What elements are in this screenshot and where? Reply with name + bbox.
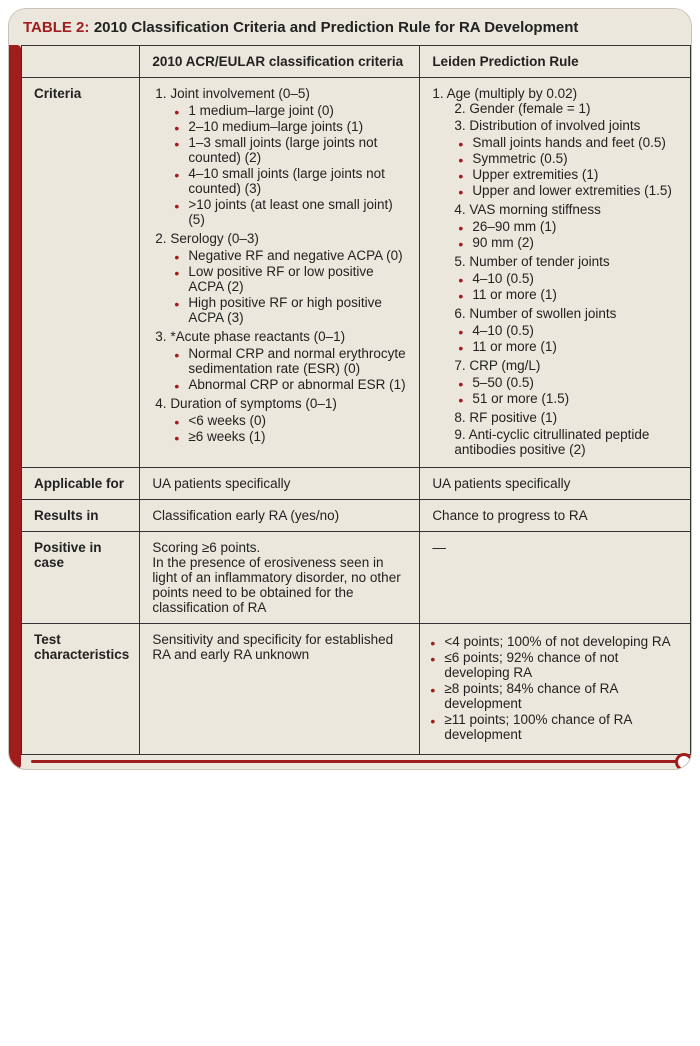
criteria-leiden: 1. Age (multiply by 0.02) 2. Gender (fem… xyxy=(420,78,691,468)
leiden-subitem: 11 or more (1) xyxy=(472,287,680,302)
test-leiden: <4 points; 100% of not developing RA≤6 p… xyxy=(420,624,691,755)
header-leiden: Leiden Prediction Rule xyxy=(420,46,691,78)
criteria-table: 2010 ACR/EULAR classification criteria L… xyxy=(21,45,691,755)
leiden-subitem: 26–90 mm (1) xyxy=(472,219,680,234)
accent-rail xyxy=(9,45,21,769)
acr-subitem: Normal CRP and normal erythrocyte sedime… xyxy=(188,346,409,376)
acr-subitem: >10 joints (at least one small joint) (5… xyxy=(188,197,409,227)
leiden-item: 5. Number of tender joints4–10 (0.5)11 o… xyxy=(454,254,680,302)
applicable-head: Applicable for xyxy=(22,468,140,500)
test-leiden-item: ≥8 points; 84% chance of RA development xyxy=(444,681,680,711)
acr-item: Duration of symptoms (0–1)<6 weeks (0)≥6… xyxy=(170,396,409,444)
leiden-item: 2. Gender (female = 1) xyxy=(454,101,680,116)
acr-subitem: <6 weeks (0) xyxy=(188,413,409,428)
table-title-text: 2010 Classification Criteria and Predict… xyxy=(94,19,579,36)
leiden-subitem: 51 or more (1.5) xyxy=(472,391,680,406)
acr-item: Serology (0–3)Negative RF and negative A… xyxy=(170,231,409,325)
table-title: TABLE 2: 2010 Classification Criteria an… xyxy=(9,9,691,45)
test-leiden-item: ≥11 points; 100% chance of RA developmen… xyxy=(444,712,680,742)
leiden-subitem: Upper extremities (1) xyxy=(472,167,680,182)
table-label: TABLE 2: xyxy=(23,19,89,36)
acr-subitem: High positive RF or high positive ACPA (… xyxy=(188,295,409,325)
results-leiden: Chance to progress to RA xyxy=(420,500,691,532)
criteria-acr: Joint involvement (0–5)1 medium–large jo… xyxy=(140,78,420,468)
leiden-subitem: 5–50 (0.5) xyxy=(472,375,680,390)
leiden-item: 7. CRP (mg/L)5–50 (0.5)51 or more (1.5) xyxy=(454,358,680,406)
leiden-first: 1. Age (multiply by 0.02) xyxy=(432,86,680,101)
criteria-table-card: TABLE 2: 2010 Classification Criteria an… xyxy=(8,8,692,770)
leiden-subitem: 4–10 (0.5) xyxy=(472,271,680,286)
row-test: Test characteristics Sensitivity and spe… xyxy=(22,624,691,755)
leiden-item: 4. VAS morning stiffness26–90 mm (1)90 m… xyxy=(454,202,680,250)
positive-acr-line: Scoring ≥6 points. xyxy=(152,540,409,555)
leiden-subitem: 90 mm (2) xyxy=(472,235,680,250)
positive-acr: Scoring ≥6 points.In the presence of ero… xyxy=(140,532,420,624)
acr-subitem: Negative RF and negative ACPA (0) xyxy=(188,248,409,263)
leiden-item: 3. Distribution of involved jointsSmall … xyxy=(454,118,680,198)
header-row: 2010 ACR/EULAR classification criteria L… xyxy=(22,46,691,78)
leiden-item: 8. RF positive (1) xyxy=(454,410,680,425)
leiden-subitem: 11 or more (1) xyxy=(472,339,680,354)
row-positive: Positive in case Scoring ≥6 points.In th… xyxy=(22,532,691,624)
test-leiden-item: ≤6 points; 92% chance of not developing … xyxy=(444,650,680,680)
acr-subitem: Abnormal CRP or abnormal ESR (1) xyxy=(188,377,409,392)
applicable-acr: UA patients specifically xyxy=(140,468,420,500)
acr-subitem: 1–3 small joints (large joints not count… xyxy=(188,135,409,165)
results-acr: Classification early RA (yes/no) xyxy=(140,500,420,532)
acr-subitem: 4–10 small joints (large joints not coun… xyxy=(188,166,409,196)
leiden-subitem: Upper and lower extremities (1.5) xyxy=(472,183,680,198)
applicable-leiden: UA patients specifically xyxy=(420,468,691,500)
acr-subitem: 2–10 medium–large joints (1) xyxy=(188,119,409,134)
acr-item: *Acute phase reactants (0–1)Normal CRP a… xyxy=(170,329,409,392)
test-acr: Sensitivity and specificity for establis… xyxy=(140,624,420,755)
acr-item: Joint involvement (0–5)1 medium–large jo… xyxy=(170,86,409,227)
leiden-item: 9. Anti-cyclic citrullinated peptide ant… xyxy=(454,427,680,457)
accent-end-circle xyxy=(675,753,692,770)
acr-subitem: Low positive RF or low positive ACPA (2) xyxy=(188,264,409,294)
leiden-subitem: 4–10 (0.5) xyxy=(472,323,680,338)
leiden-item: 6. Number of swollen joints4–10 (0.5)11 … xyxy=(454,306,680,354)
test-leiden-item: <4 points; 100% of not developing RA xyxy=(444,634,680,649)
positive-head: Positive in case xyxy=(22,532,140,624)
test-head: Test characteristics xyxy=(22,624,140,755)
row-applicable: Applicable for UA patients specifically … xyxy=(22,468,691,500)
positive-acr-line: In the presence of erosiveness seen in l… xyxy=(152,555,409,615)
positive-leiden: — xyxy=(420,532,691,624)
row-results: Results in Classification early RA (yes/… xyxy=(22,500,691,532)
acr-subitem: ≥6 weeks (1) xyxy=(188,429,409,444)
header-acr: 2010 ACR/EULAR classification criteria xyxy=(140,46,420,78)
results-head: Results in xyxy=(22,500,140,532)
leiden-subitem: Small joints hands and feet (0.5) xyxy=(472,135,680,150)
row-criteria: Criteria Joint involvement (0–5)1 medium… xyxy=(22,78,691,468)
acr-subitem: 1 medium–large joint (0) xyxy=(188,103,409,118)
header-blank xyxy=(22,46,140,78)
accent-bottom-line xyxy=(31,760,677,763)
leiden-subitem: Symmetric (0.5) xyxy=(472,151,680,166)
criteria-head: Criteria xyxy=(22,78,140,468)
